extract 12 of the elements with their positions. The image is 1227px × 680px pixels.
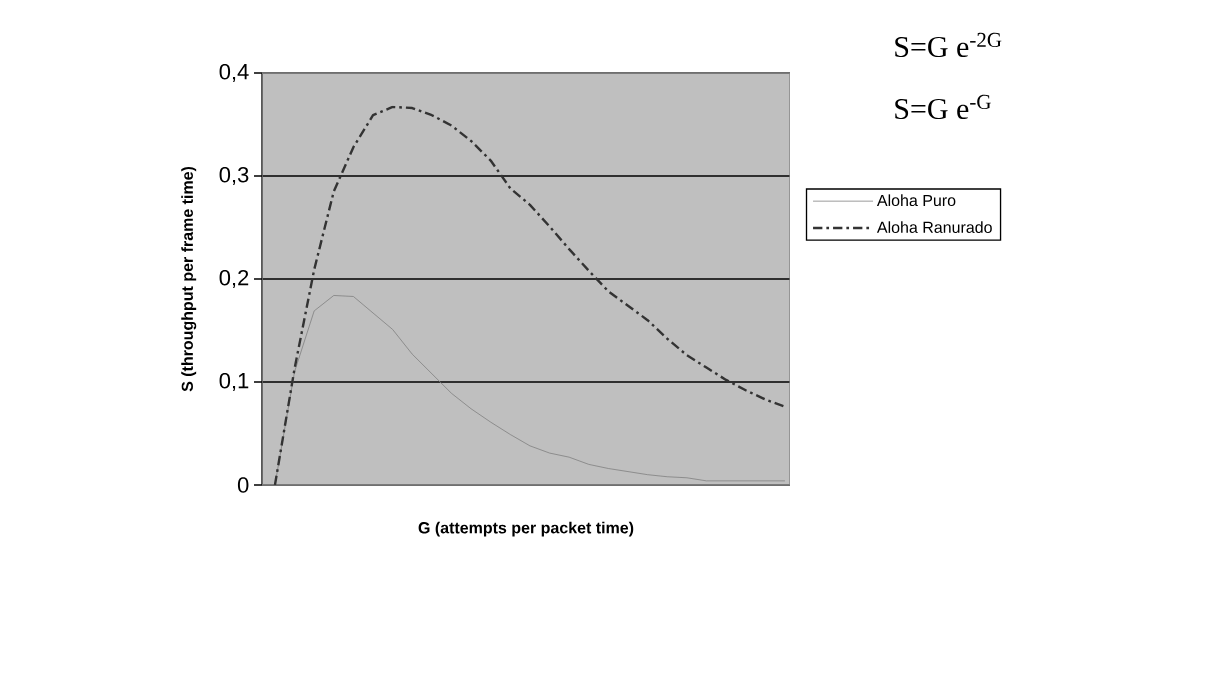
y-tick-label: 0,4: [219, 63, 249, 83]
y-tick-label: 0,3: [219, 166, 249, 186]
y-axis-title: S (throughput per frame time): [181, 166, 197, 392]
y-tick-label: 0,2: [219, 269, 249, 289]
text: S=G e$^{-2G}$: [895, 32, 1002, 58]
legend-label: Aloha Puro: [876, 194, 956, 207]
legend-label: Aloha Ranurado: [876, 221, 992, 234]
text: S=G e$^{-G}$: [895, 94, 991, 120]
line-series: [273, 105, 787, 485]
y-tick-label: 0: [237, 477, 249, 493]
y-tick-label: 0,1: [219, 372, 249, 392]
x-axis-title: G (attempts per packet time): [418, 521, 634, 537]
